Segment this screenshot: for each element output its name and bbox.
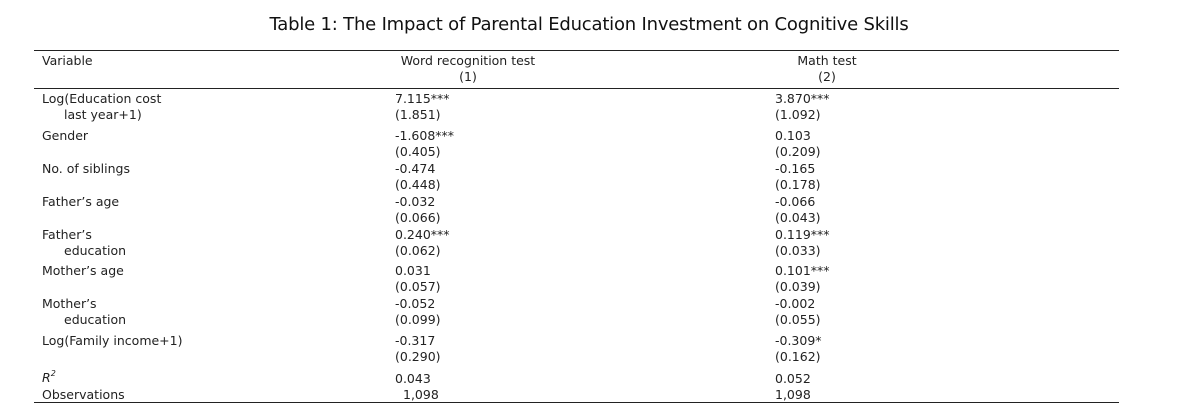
row-label-father-education: Father’s [42,227,92,242]
cell-education-cost-col2-se: (1.092) [775,107,821,122]
r-squared-base: R [42,370,51,385]
cell-mother-age-col2-coef: 0.101*** [775,263,830,278]
cell-education-cost-col1-se: (1.851) [395,107,441,122]
cell-mother-age-col1-coef: 0.031 [395,263,431,278]
cell-r-squared-col2: 0.052 [775,371,811,386]
cell-mother-education-col2-coef: -0.002 [775,296,816,311]
cell-siblings-col2-se: (0.178) [775,177,821,192]
row-label-siblings: No. of siblings [42,161,130,176]
cell-father-age-col1-coef: -0.032 [395,194,436,209]
table-bottom-rule [34,402,1119,403]
row-label-family-income: Log(Family income+1) [42,333,183,348]
cell-observations-col2: 1,098 [775,387,811,402]
row-label-mother-education: Mother’s [42,296,97,311]
cell-gender-col1-coef: -1.608*** [395,128,455,143]
table-top-rule [34,50,1119,51]
header-col1-name: Word recognition test [400,53,536,68]
cell-family-income-col1-se: (0.290) [395,349,441,364]
cell-siblings-col2-coef: -0.165 [775,161,816,176]
row-label-father-education-cont: education [64,243,127,258]
cell-father-age-col2-coef: -0.066 [775,194,816,209]
header-col2-name: Math test [797,53,857,68]
cell-family-income-col2-coef: -0.309* [775,333,822,348]
cell-siblings-col1-coef: -0.474 [395,161,436,176]
table-header-rule [34,88,1119,89]
row-label-gender: Gender [42,128,89,143]
row-label-mother-education-cont: education [64,312,127,327]
row-label-father-age: Father’s age [42,194,120,209]
cell-mother-education-col1-se: (0.099) [395,312,441,327]
cell-mother-age-col2-se: (0.039) [775,279,821,294]
cell-father-age-col1-se: (0.066) [395,210,441,225]
cell-family-income-col1-coef: -0.317 [395,333,436,348]
cell-r-squared-col1: 0.043 [395,371,431,386]
cell-siblings-col1-se: (0.448) [395,177,441,192]
cell-family-income-col2-se: (0.162) [775,349,821,364]
cell-father-education-col1-se: (0.062) [395,243,441,258]
cell-mother-education-col1-coef: -0.052 [395,296,436,311]
cell-education-cost-col2-coef: 3.870*** [775,91,830,106]
r-squared-superscript: 2 [50,369,56,378]
cell-mother-age-col1-se: (0.057) [395,279,441,294]
cell-mother-education-col2-se: (0.055) [775,312,821,327]
cell-education-cost-col1-coef: 7.115*** [395,91,450,106]
cell-father-education-col2-coef: 0.119*** [775,227,830,242]
cell-father-age-col2-se: (0.043) [775,210,821,225]
cell-gender-col2-coef: 0.103 [775,128,811,143]
row-label-mother-age: Mother’s age [42,263,124,278]
cell-father-education-col1-coef: 0.240*** [395,227,450,242]
cell-father-education-col2-se: (0.033) [775,243,821,258]
header-col2-number: (2) [818,69,836,84]
row-label-education-cost: Log(Education cost [42,91,162,106]
row-label-observations: Observations [42,387,125,402]
cell-gender-col2-se: (0.209) [775,144,821,159]
row-label-education-cost-cont: last year+1) [64,107,142,122]
header-variable: Variable [42,53,93,68]
row-label-r-squared: R2 [42,370,56,386]
table-title: Table 1: The Impact of Parental Educatio… [269,14,909,35]
header-col1-number: (1) [459,69,477,84]
cell-gender-col1-se: (0.405) [395,144,441,159]
cell-observations-col1: 1,098 [403,387,439,402]
